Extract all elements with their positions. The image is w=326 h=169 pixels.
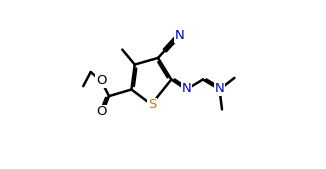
Text: N: N (175, 29, 185, 42)
Text: S: S (148, 98, 156, 111)
Text: O: O (97, 105, 107, 118)
Text: N: N (215, 82, 224, 95)
Text: O: O (96, 74, 106, 87)
Text: N: N (181, 82, 191, 95)
